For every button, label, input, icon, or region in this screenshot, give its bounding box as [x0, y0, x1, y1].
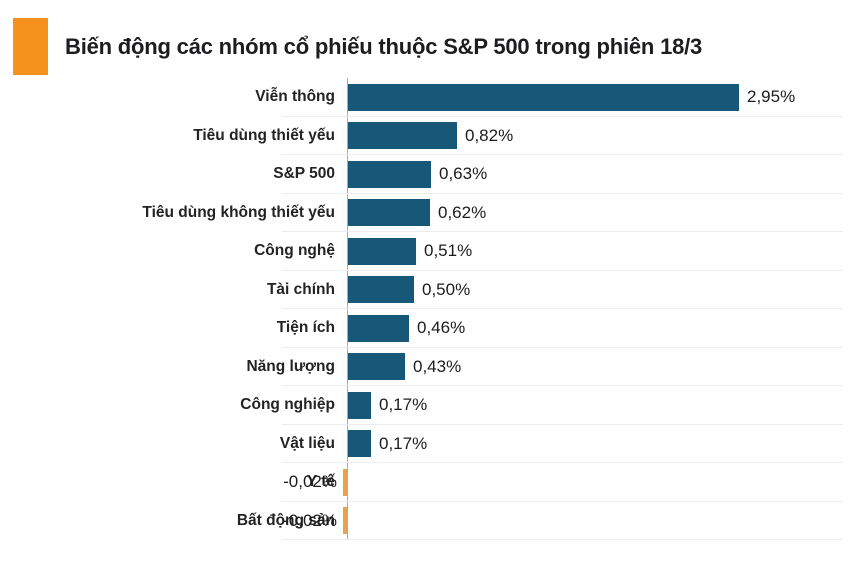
positive-bar: [348, 83, 739, 111]
chart-row: Công nghệ 0,51%: [0, 232, 855, 271]
positive-bar: [348, 160, 431, 188]
positive-bar: [348, 391, 371, 419]
row-separator-line: [282, 192, 843, 194]
chart-row: Y tế -0,02%: [0, 463, 855, 502]
row-separator-line: [282, 346, 843, 348]
negative-bar: [343, 468, 347, 496]
row-separator-line: [282, 500, 843, 502]
bar-chart: Viễn thông 2,95% Tiêu dùng thiết yếu 0,82% S…: [0, 78, 855, 541]
value-label: 2,95%: [747, 87, 796, 107]
category-label: Tài chính: [266, 280, 335, 298]
value-label: 0,17%: [379, 395, 428, 415]
chart-row: Tiêu dùng không thiết yếu 0,62%: [0, 194, 855, 232]
zero-baseline: [347, 78, 348, 540]
category-label: S&P 500: [273, 165, 335, 183]
category-label: Tiêu dùng thiết yếu: [193, 126, 335, 144]
chart-row: Tiện ích 0,46%: [0, 309, 855, 348]
value-label: 0,62%: [438, 202, 487, 222]
chart-row: Vật liệu 0,17%: [0, 425, 855, 463]
value-label: -0,02%: [283, 510, 337, 530]
row-separator-line: [282, 385, 843, 386]
category-label: Viễn thông: [255, 88, 335, 106]
positive-bar: [348, 314, 409, 342]
row-separator-line: [282, 231, 843, 232]
chart-row: Tiêu dùng thiết yếu 0,82%: [0, 117, 855, 155]
accent-square: [13, 18, 48, 75]
value-label: 0,43%: [413, 356, 462, 376]
positive-bar: [348, 122, 457, 150]
positive-bar: [348, 353, 405, 381]
row-separator-line: [282, 269, 843, 271]
value-label: 0,50%: [422, 279, 471, 299]
positive-bar: [348, 237, 416, 265]
negative-bar: [343, 507, 347, 535]
positive-bar: [348, 276, 414, 304]
category-label: Tiêu dùng không thiết yếu: [142, 203, 335, 221]
value-label: -0,02%: [283, 472, 337, 492]
chart-row: Năng lượng 0,43%: [0, 348, 855, 386]
category-label: Năng lượng: [246, 357, 335, 375]
row-separator-line: [282, 308, 843, 309]
chart-header: Biến động các nhóm cổ phiếu thuộc S&P 50…: [13, 18, 702, 75]
positive-bar: [348, 430, 371, 458]
value-label: 0,51%: [424, 241, 473, 261]
chart-row: Tài chính 0,50%: [0, 271, 855, 309]
row-separator-line: [282, 115, 843, 117]
value-label: 0,63%: [439, 164, 488, 184]
row-separator-line: [282, 154, 843, 155]
row-separator-line: [282, 462, 843, 463]
chart-title: Biến động các nhóm cổ phiếu thuộc S&P 50…: [65, 33, 703, 59]
category-label: Vật liệu: [279, 434, 335, 452]
category-label: Tiện ích: [276, 319, 335, 337]
category-label: Y tế: [306, 473, 335, 491]
chart-row: Bất động sản -0,02%: [0, 502, 855, 540]
chart-row: S&P 500 0,63%: [0, 155, 855, 194]
row-separator-line: [282, 539, 843, 540]
positive-bar: [348, 199, 430, 227]
chart-row: Công nghiệp 0,17%: [0, 386, 855, 425]
category-label: Bất động sản: [236, 511, 335, 529]
value-label: 0,46%: [417, 318, 466, 338]
chart-row: Viễn thông 2,95%: [0, 78, 855, 117]
value-label: 0,82%: [465, 125, 514, 145]
row-separator-line: [282, 423, 843, 425]
category-label: Công nghệ: [254, 242, 335, 260]
value-label: 0,17%: [379, 433, 428, 453]
category-label: Công nghiệp: [240, 396, 335, 414]
